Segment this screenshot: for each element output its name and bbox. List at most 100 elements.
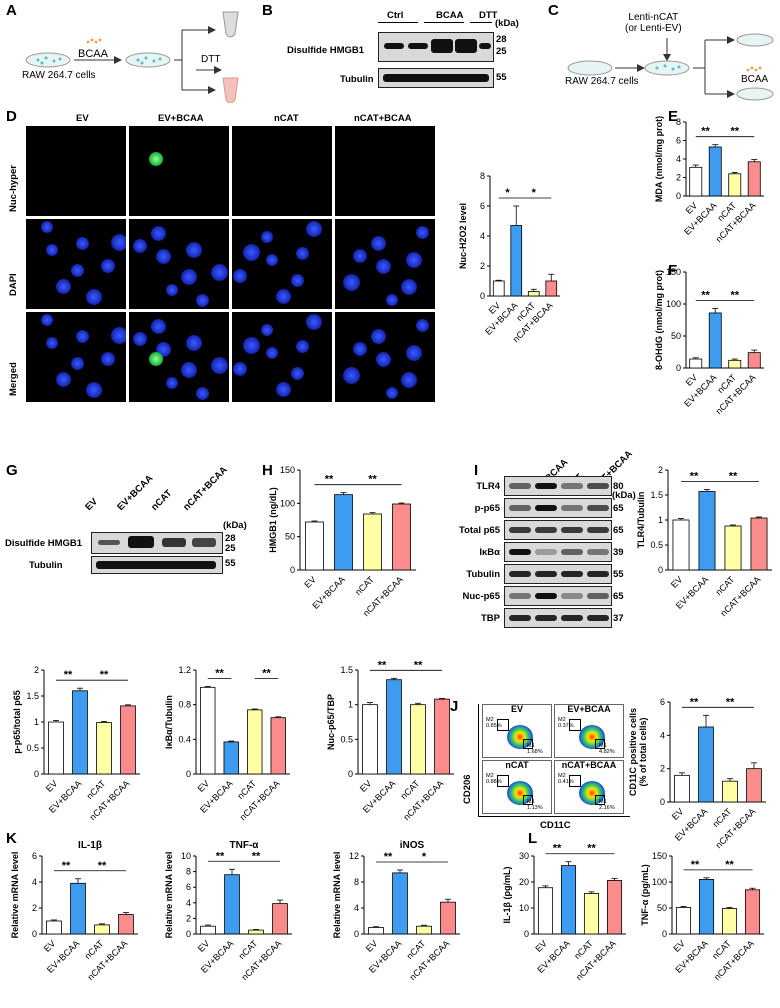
significance-mark: ** bbox=[368, 474, 377, 486]
significance-mark: ** bbox=[690, 471, 699, 483]
nucleus bbox=[111, 327, 126, 344]
panel-label-k: K bbox=[6, 830, 17, 847]
significance-mark: ** bbox=[98, 860, 107, 872]
nucleus bbox=[266, 254, 278, 266]
significance-mark: ** bbox=[216, 850, 225, 862]
bar bbox=[698, 491, 716, 571]
significance-mark: ** bbox=[64, 669, 73, 681]
nucleus bbox=[386, 387, 398, 399]
panel-label-c: C bbox=[548, 2, 559, 19]
bar bbox=[672, 519, 690, 571]
y-tick-label: 0 bbox=[676, 363, 681, 373]
y-tick-label: 0 bbox=[186, 769, 191, 779]
nucleus bbox=[71, 357, 84, 370]
microscopy-d: EV EV+BCAA nCAT nCAT+BCAA Nuc-hyper DAPI… bbox=[8, 112, 468, 402]
chart-title: IL-1β bbox=[78, 840, 102, 851]
bar bbox=[560, 865, 577, 935]
y-tick-label: 50 bbox=[671, 331, 681, 341]
nucleus bbox=[233, 269, 247, 283]
bar bbox=[410, 704, 426, 775]
nucleus bbox=[166, 284, 178, 296]
y-tick-label: 0.5 bbox=[26, 743, 39, 753]
significance-mark: ** bbox=[701, 126, 710, 138]
y-tick-label: 6 bbox=[32, 851, 37, 861]
scheme-a-cells: RAW 264.7 cells bbox=[22, 70, 96, 81]
y-axis-label: Nuc-H2O2 level bbox=[458, 203, 468, 269]
y-axis-label: TNF-α (pg/mL) bbox=[640, 864, 650, 926]
nucleus bbox=[166, 377, 178, 389]
facs-plot-title: nCAT bbox=[505, 760, 529, 770]
panel-label-a: A bbox=[6, 2, 17, 19]
significance-mark: ** bbox=[587, 843, 596, 855]
x-tick-label: EV bbox=[671, 938, 687, 954]
significance-mark: ** bbox=[100, 669, 109, 681]
facs-density bbox=[507, 725, 533, 749]
nucleus bbox=[46, 337, 58, 349]
significance-mark: ** bbox=[729, 471, 738, 483]
x-tick-label: nCAT bbox=[714, 574, 737, 597]
x-tick-label: EV bbox=[684, 200, 700, 216]
facs-plot-title: nCAT+BCAA bbox=[561, 760, 617, 770]
x-tick-label: EV bbox=[302, 574, 318, 590]
y-tick-label: 6 bbox=[660, 697, 665, 707]
bar bbox=[698, 726, 714, 803]
nucleus bbox=[343, 274, 360, 291]
nucleus bbox=[261, 324, 273, 336]
bar bbox=[537, 887, 554, 935]
blot-i-size: 39 bbox=[613, 547, 624, 558]
significance-mark: * bbox=[532, 187, 537, 199]
blot-i-strip bbox=[504, 564, 612, 584]
micro-panel-merged-ev-bcaa bbox=[129, 312, 229, 402]
blot-i-size: 65 bbox=[613, 525, 624, 536]
bar bbox=[248, 929, 264, 935]
bar bbox=[70, 882, 86, 935]
bar bbox=[368, 927, 384, 935]
bar bbox=[386, 679, 402, 775]
nucleus bbox=[343, 367, 360, 384]
y-tick-label: 30 bbox=[519, 851, 529, 861]
panel-label-l: L bbox=[528, 830, 538, 847]
nucleus bbox=[291, 367, 304, 380]
y-tick-label: 8 bbox=[354, 877, 359, 887]
y-axis-label: HMGB1 (ng/dL) bbox=[268, 487, 278, 553]
blot-b-group-dtt: DTT bbox=[479, 10, 498, 21]
nucleus bbox=[276, 382, 291, 397]
nucleus bbox=[266, 347, 278, 359]
bar bbox=[744, 889, 761, 935]
blot-b-kda: (kDa) bbox=[495, 18, 519, 29]
y-tick-label: 10 bbox=[519, 903, 529, 913]
y-tick-label: 1.5 bbox=[26, 691, 39, 701]
blot-i-row-label: p-p65 bbox=[474, 503, 500, 514]
blot-i-size: 65 bbox=[613, 503, 624, 514]
y-tick-label: 0 bbox=[34, 769, 39, 779]
nucleus bbox=[111, 234, 126, 251]
facs-gate-m1 bbox=[595, 795, 605, 805]
significance-mark: * bbox=[422, 851, 427, 863]
micro-col-ncat-bcaa: nCAT+BCAA bbox=[354, 113, 412, 124]
nucleus bbox=[181, 362, 197, 378]
nucleus bbox=[151, 226, 166, 241]
significance-mark: ** bbox=[725, 859, 734, 871]
nucleus bbox=[196, 294, 209, 307]
blot-b-group-ctrl: Ctrl bbox=[387, 10, 404, 21]
y-axis-label: MDA (nmol/mg prot) bbox=[654, 116, 664, 202]
nucleus bbox=[41, 314, 53, 326]
facs-gate-m2 bbox=[497, 719, 509, 731]
nucleus bbox=[101, 259, 115, 273]
bar bbox=[747, 352, 761, 369]
blot-g-tubulin bbox=[91, 556, 223, 574]
blot-b-hmgb1 bbox=[378, 32, 494, 62]
panel-label-h: H bbox=[262, 462, 273, 479]
bar bbox=[120, 705, 136, 775]
y-tick-label: 1.2 bbox=[178, 665, 191, 675]
y-tick-label: 150 bbox=[280, 465, 295, 475]
bar bbox=[721, 908, 738, 935]
y-axis-label: CD11C positive cells bbox=[628, 708, 638, 796]
bar bbox=[247, 709, 263, 775]
facs-m1-label: M1 2.16% bbox=[599, 799, 615, 811]
green-nucleus bbox=[149, 352, 163, 366]
significance-mark: ** bbox=[701, 289, 710, 301]
bar bbox=[362, 704, 378, 775]
y-axis-label: IκBα/Tubulin bbox=[164, 695, 174, 749]
